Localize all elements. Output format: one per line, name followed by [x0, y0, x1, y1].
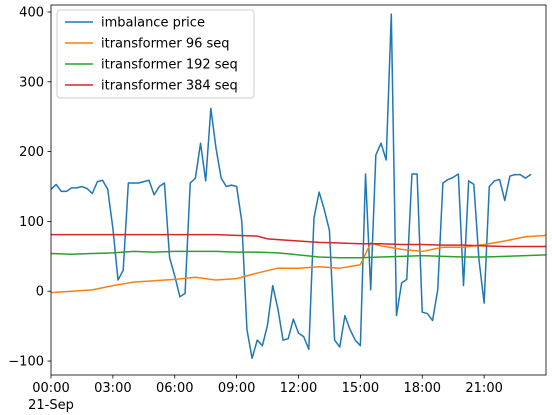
x-tick-label: 21:00: [465, 381, 502, 396]
x-tick-label: 06:00: [156, 381, 193, 396]
x-tick-label: 03:00: [94, 381, 131, 396]
axes-layer: −100 0 100 200 300 400 00:00 21-Sep 03:00 06:00 09…: [8, 4, 547, 413]
x-tick-sublabel: 21-Sep: [28, 398, 74, 413]
legend-label: itransformer 192 seq: [101, 58, 238, 73]
legend: imbalance price itransformer 96 seq itrans…: [56, 9, 255, 99]
series-line-itransformer-96-seq: [51, 234, 546, 294]
y-tick-label: −100: [8, 355, 44, 370]
x-tick-label: 12:00: [280, 381, 317, 396]
legend-box: [56, 9, 255, 99]
y-tick-label: 100: [19, 215, 44, 230]
y-tick-label: 0: [36, 285, 44, 300]
x-tick-label: 09:00: [218, 381, 255, 396]
x-tick-label: 15:00: [342, 381, 379, 396]
series-line-itransformer-192-seq: [51, 250, 546, 259]
x-tick-label: 18:00: [404, 381, 441, 396]
y-tick-label: 300: [19, 75, 44, 90]
y-tick-label: 200: [19, 145, 44, 160]
series-line-itransformer-384-seq: [51, 233, 546, 248]
legend-label: itransformer 96 seq: [101, 37, 230, 52]
legend-label: imbalance price: [101, 16, 205, 31]
legend-label: itransformer 384 seq: [101, 79, 238, 94]
series-line-imbalance-price: [51, 13, 532, 359]
y-tick-label: 400: [19, 5, 44, 20]
x-tick-label: 00:00: [32, 381, 69, 396]
series-layer: [51, 13, 546, 359]
